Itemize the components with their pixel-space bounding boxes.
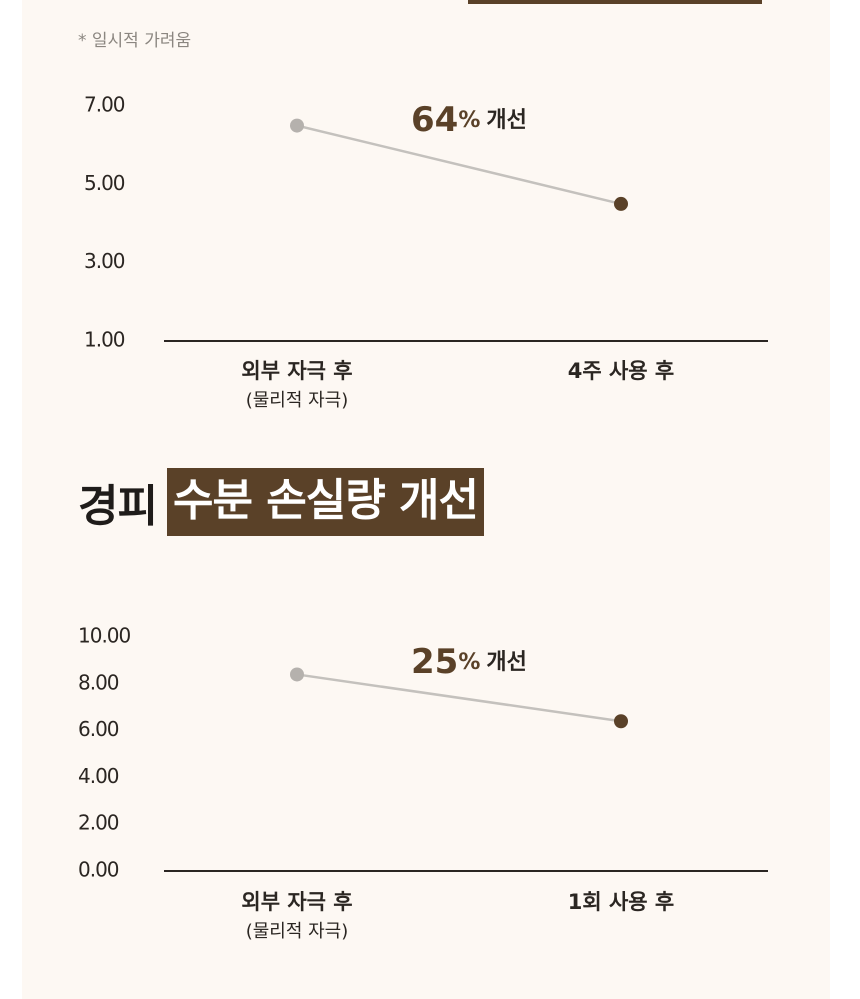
chart-tewl: 10.00 8.00 6.00 4.00 2.00 0.00 외부 자극 후 (물리적 자극)… xyxy=(78,624,768,942)
y-tick-label: 5.00 xyxy=(84,171,125,195)
y-tick-label: 2.00 xyxy=(78,811,119,835)
x-category-label: 외부 자극 후 xyxy=(241,359,352,383)
data-point-after xyxy=(614,714,628,729)
y-tick-label: 6.00 xyxy=(78,717,119,741)
section-heading: 경피 수분 손실량 개선 xyxy=(78,466,484,538)
chart-itch: 7.00 5.00 3.00 1.00 외부 자극 후 (물리적 자극) 4주 사용 후 64… xyxy=(84,93,768,411)
x-category-label: 4주 사용 후 xyxy=(568,359,675,383)
annotation-percent: % xyxy=(458,650,480,675)
annotation-text: 개선 xyxy=(486,108,526,133)
heading-boxed: 수분 손실량 개선 xyxy=(166,468,484,536)
annotation-text: 개선 xyxy=(486,650,526,675)
y-tick-label: 8.00 xyxy=(78,670,119,694)
annotation-percent: % xyxy=(458,108,480,133)
y-tick-label: 0.00 xyxy=(78,858,119,882)
x-category-label: 외부 자극 후 xyxy=(241,890,352,914)
x-category-label: 1회 사용 후 xyxy=(568,890,675,914)
y-tick-label: 7.00 xyxy=(84,93,125,117)
x-category-sublabel: (물리적 자극) xyxy=(246,390,349,411)
data-point-before xyxy=(290,118,304,133)
data-point-after xyxy=(614,196,628,211)
footnote: * 일시적 가려움 xyxy=(78,31,192,51)
y-tick-label: 1.00 xyxy=(84,328,125,352)
top-accent-bar xyxy=(468,0,762,4)
y-tick-label: 4.00 xyxy=(78,764,119,788)
y-tick-label: 3.00 xyxy=(84,249,125,273)
series-line xyxy=(296,124,622,206)
annotation-value: 25 xyxy=(411,642,458,682)
annotation-value: 64 xyxy=(411,100,458,140)
y-tick-label: 10.00 xyxy=(78,624,131,648)
data-point-before xyxy=(290,667,304,682)
improvement-annotation: 25% 개선 xyxy=(411,642,527,682)
series-line xyxy=(296,673,622,723)
heading-plain: 경피 xyxy=(78,481,158,532)
x-category-sublabel: (물리적 자극) xyxy=(246,921,349,942)
improvement-annotation: 64% 개선 xyxy=(411,100,527,140)
